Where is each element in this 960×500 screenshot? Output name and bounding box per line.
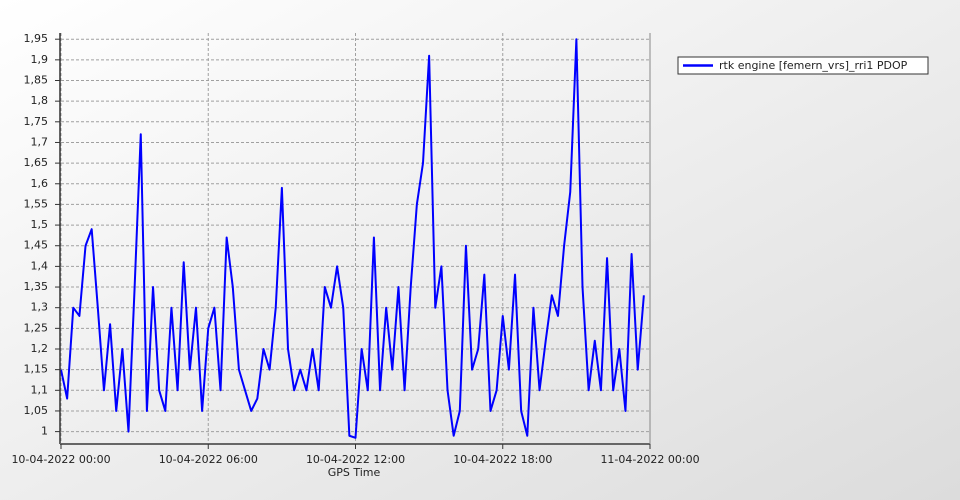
y-tick-label: 1,1 — [31, 383, 49, 396]
x-tick-label: 10-04-2022 18:00 — [453, 453, 552, 466]
y-tick-label: 1,6 — [31, 177, 49, 190]
y-tick-label: 1,7 — [31, 135, 49, 148]
y-tick-label: 1,05 — [24, 404, 49, 417]
x-axis-title: GPS Time — [328, 466, 381, 479]
x-tick-label: 10-04-2022 00:00 — [11, 453, 110, 466]
y-tick-label: 1,85 — [24, 74, 49, 87]
y-tick-label: 1,55 — [24, 197, 49, 210]
y-tick-label: 1,65 — [24, 156, 49, 169]
y-tick-label: 1,75 — [24, 115, 49, 128]
lines — [60, 38, 645, 439]
y-tick-label: 1,35 — [24, 280, 49, 293]
y-tick-label: 1,95 — [24, 32, 49, 45]
y-tick-label: 1,8 — [31, 94, 49, 107]
x-tick-label: 10-04-2022 12:00 — [306, 453, 405, 466]
y-tick-label: 1,45 — [24, 239, 49, 252]
y-tick-label: 1,4 — [31, 259, 49, 272]
data-line — [60, 38, 645, 439]
legend-box — [677, 56, 929, 75]
y-tick-label: 1,15 — [24, 363, 49, 376]
legend: rtk engine [femern_vrs]_rri1 PDOP — [677, 56, 929, 75]
y-tick-label: 1,5 — [31, 218, 49, 231]
y-tick-label: 1,9 — [31, 53, 49, 66]
x-tick-label: 11-04-2022 00:00 — [600, 453, 699, 466]
legend-label: rtk engine [femern_vrs]_rri1 PDOP — [719, 59, 908, 72]
y-tick-label: 1 — [41, 425, 48, 438]
y-tick-label: 1,2 — [31, 342, 49, 355]
y-tick-label: 1,3 — [31, 301, 49, 314]
x-tick-label: 10-04-2022 06:00 — [159, 453, 258, 466]
y-tick-label: 1,25 — [24, 321, 49, 334]
